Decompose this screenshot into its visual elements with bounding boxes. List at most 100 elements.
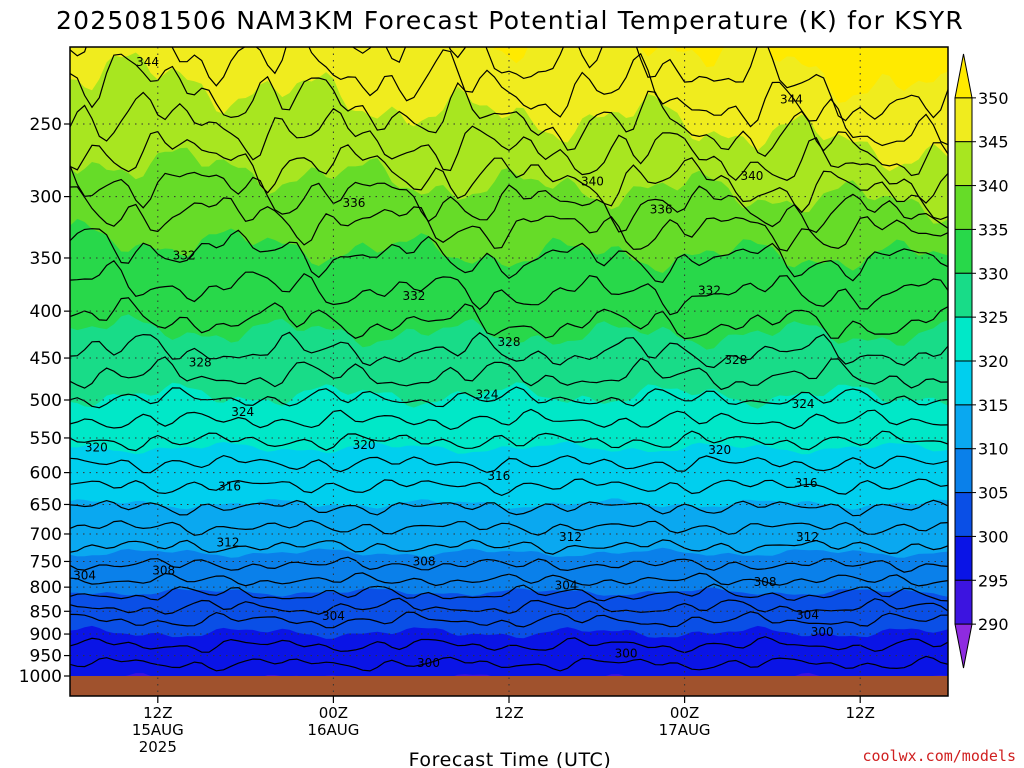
contour-label: 320	[85, 440, 108, 454]
contour-label: 340	[581, 175, 604, 189]
isentrope-line	[70, 130, 948, 221]
colorbar-segment	[954, 185, 973, 231]
colorbar-label: 300	[978, 527, 1009, 546]
colorbar-label: 290	[978, 615, 1009, 634]
contour-label: 316	[487, 469, 510, 483]
y-axis: 250 300 350 400 450 500 550 600 650 700 750 800 850 9…	[19, 115, 70, 687]
x-tick-label: 17AUG	[659, 721, 711, 739]
colorbar-segment	[954, 579, 973, 625]
chart-title: 2025081506 NAM3KM Forecast Potential Tem…	[56, 6, 964, 35]
contour-label: 324	[231, 405, 254, 419]
isentrope-line	[70, 583, 948, 602]
colorbar-label: 340	[978, 177, 1009, 196]
isentrope-line	[70, 454, 948, 474]
y-tick-label: 650	[30, 495, 62, 515]
colorbar-segment	[954, 404, 973, 450]
contour-label: 328	[724, 353, 747, 367]
contour-labels: 344 344 340 340 336 336 332 332 332 328 328 328 324 3…	[73, 55, 834, 670]
colorbar-label: 325	[978, 308, 1009, 327]
contour-label: 304	[796, 608, 819, 622]
contour-label: 336	[650, 203, 673, 217]
colorbar-segment	[954, 272, 973, 318]
y-tick-label: 700	[30, 525, 62, 545]
isentrope-line	[70, 556, 948, 573]
colorbar-label: 345	[978, 133, 1009, 152]
contour-label: 344	[780, 92, 803, 106]
isentrope-line	[70, 91, 948, 204]
isentrope-line	[70, 331, 948, 369]
contour-label: 312	[217, 535, 240, 549]
contour-label: 308	[413, 554, 436, 568]
colorbar-segment	[954, 97, 973, 143]
contour-label: 320	[708, 443, 731, 457]
colorbar-label: 310	[978, 440, 1009, 459]
isentrope-line	[70, 478, 948, 497]
colorbar-segment	[954, 535, 973, 581]
isentrope-line	[70, 386, 948, 409]
colorbar-label: 305	[978, 484, 1009, 503]
y-tick-label: 250	[30, 115, 62, 135]
colorbar-label: 320	[978, 352, 1009, 371]
colorbar-segment	[954, 448, 973, 494]
colorbar-segment	[954, 228, 973, 274]
x-tick-label: 12Z	[143, 704, 172, 722]
contour-label: 340	[740, 169, 763, 183]
y-tick-label: 950	[30, 647, 62, 667]
isentrope-line	[70, 47, 948, 147]
contour-label: 316	[218, 479, 241, 493]
x-tick-label: 15AUG	[132, 721, 184, 739]
isentrope-contours	[70, 47, 948, 672]
isentrope-line	[70, 259, 948, 316]
x-tick-label: 00Z	[319, 704, 348, 722]
isentrope-line	[70, 611, 948, 629]
isentrope-line	[70, 356, 948, 391]
x-tick-label: 16AUG	[307, 721, 359, 739]
isentrope-line	[70, 186, 948, 252]
colorbar-label: 335	[978, 220, 1009, 239]
contour-label: 332	[698, 284, 721, 298]
y-tick-label: 550	[30, 429, 62, 449]
contour-label: 324	[792, 397, 815, 411]
x-tick-label: 12Z	[494, 704, 523, 722]
credit-text: coolwx.com/models	[862, 747, 1016, 765]
colorbar-segment	[954, 141, 973, 187]
isentrope-line	[70, 539, 948, 555]
y-tick-label: 350	[30, 249, 62, 269]
isentrope-line	[70, 228, 948, 283]
y-tick-label: 600	[30, 464, 62, 484]
contour-label: 312	[559, 530, 582, 544]
isentrope-line	[70, 499, 948, 517]
y-tick-label: 750	[30, 552, 62, 572]
contour-label: 332	[173, 249, 196, 263]
contour-label: 328	[189, 355, 212, 369]
y-tick-label: 300	[30, 188, 62, 208]
grid	[70, 47, 948, 696]
contour-label: 312	[796, 530, 819, 544]
contour-label: 320	[353, 438, 376, 452]
y-tick-label: 400	[30, 302, 62, 322]
ground-surface	[70, 676, 948, 696]
contour-label: 300	[811, 625, 834, 639]
x-tick-label: 00Z	[670, 704, 699, 722]
colorbar-segment	[954, 53, 973, 99]
x-tick-label: 2025	[139, 738, 177, 756]
contour-label: 328	[498, 335, 521, 349]
colorbar-segment	[954, 623, 973, 669]
colorbar-label: 330	[978, 264, 1009, 283]
contour-label: 344	[136, 55, 159, 69]
colorbar-label: 295	[978, 571, 1009, 590]
contour-label: 304	[73, 569, 96, 583]
y-tick-label: 1000	[19, 667, 62, 687]
y-tick-label: 500	[30, 391, 62, 411]
colorbar-segment	[954, 492, 973, 538]
contour-label: 308	[754, 575, 777, 589]
contour-label: 316	[795, 476, 818, 490]
x-tick-label: 12Z	[846, 704, 875, 722]
contour-label: 308	[152, 563, 175, 577]
isentrope-line	[70, 655, 948, 672]
contour-label: 300	[417, 656, 440, 670]
colorbar-label: 315	[978, 396, 1009, 415]
colorbar-label: 350	[978, 89, 1009, 108]
